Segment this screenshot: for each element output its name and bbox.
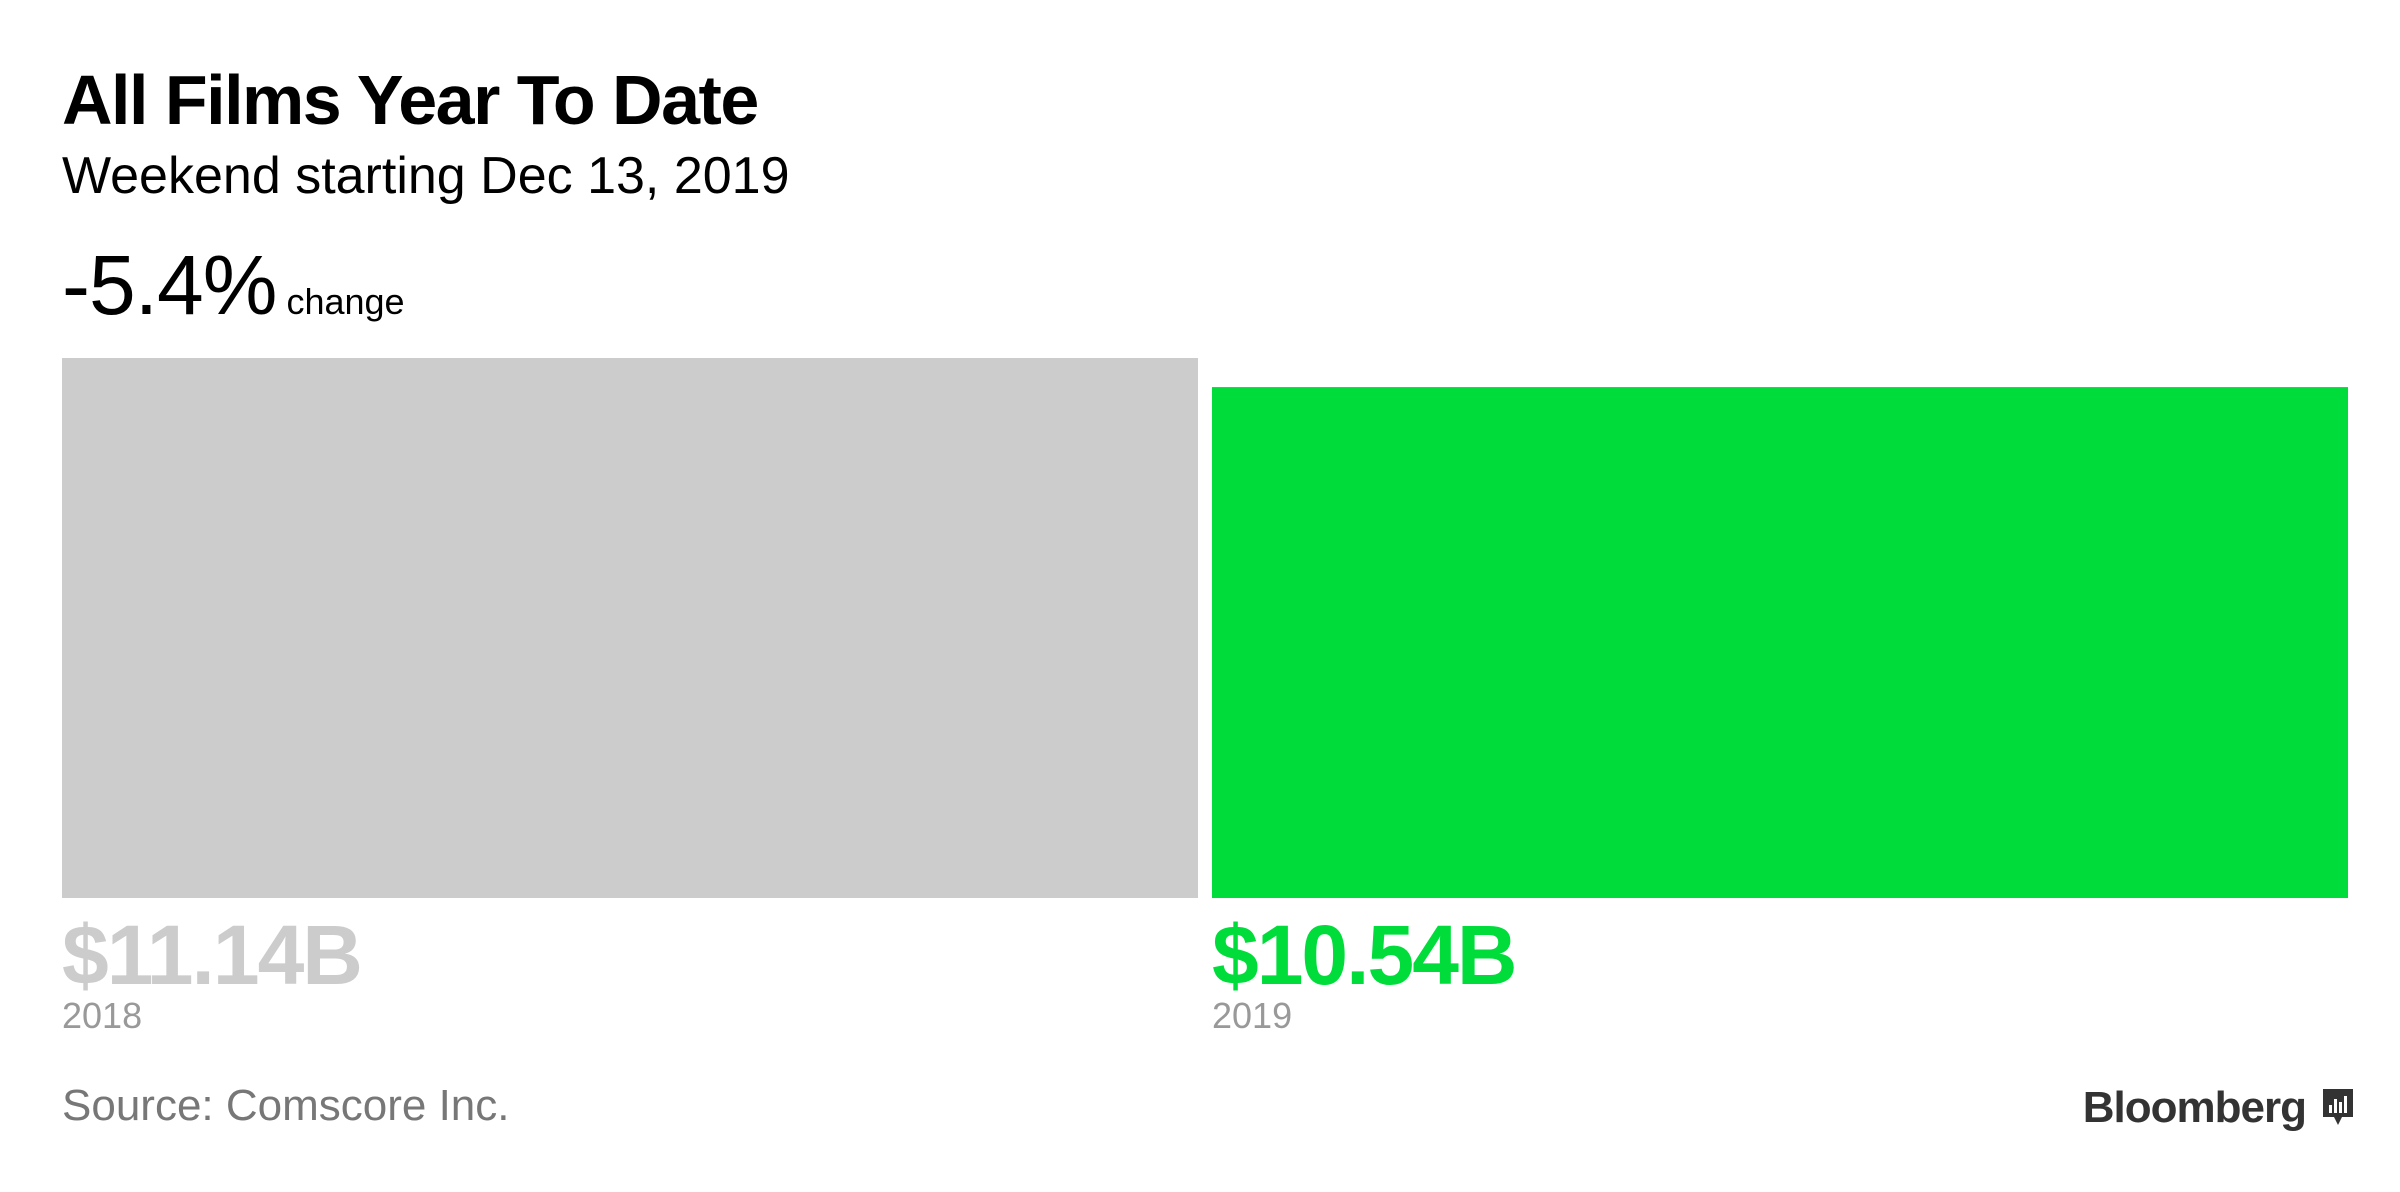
change-summary: -5.4% change	[62, 240, 405, 330]
brand-name: Bloomberg	[2082, 1083, 2307, 1132]
bloomberg-logo: Bloomberg	[2083, 1080, 2356, 1136]
value-label-2019: $10.54B	[1212, 908, 1516, 1002]
change-label: change	[286, 281, 405, 322]
source-note: Source: Comscore Inc.	[62, 1081, 510, 1130]
value-label-2018: $11.14B	[62, 908, 361, 1002]
bar-2019	[1212, 387, 2348, 898]
category-label-2019: 2019	[1212, 995, 1292, 1036]
bloomberg-chart-icon	[2323, 1089, 2353, 1125]
change-value: -5.4%	[62, 238, 277, 332]
chart-title: All Films Year To Date	[62, 61, 759, 139]
category-label-2018: 2018	[62, 995, 142, 1036]
bar-2018	[62, 358, 1198, 898]
chart-subtitle: Weekend starting Dec 13, 2019	[62, 147, 790, 205]
